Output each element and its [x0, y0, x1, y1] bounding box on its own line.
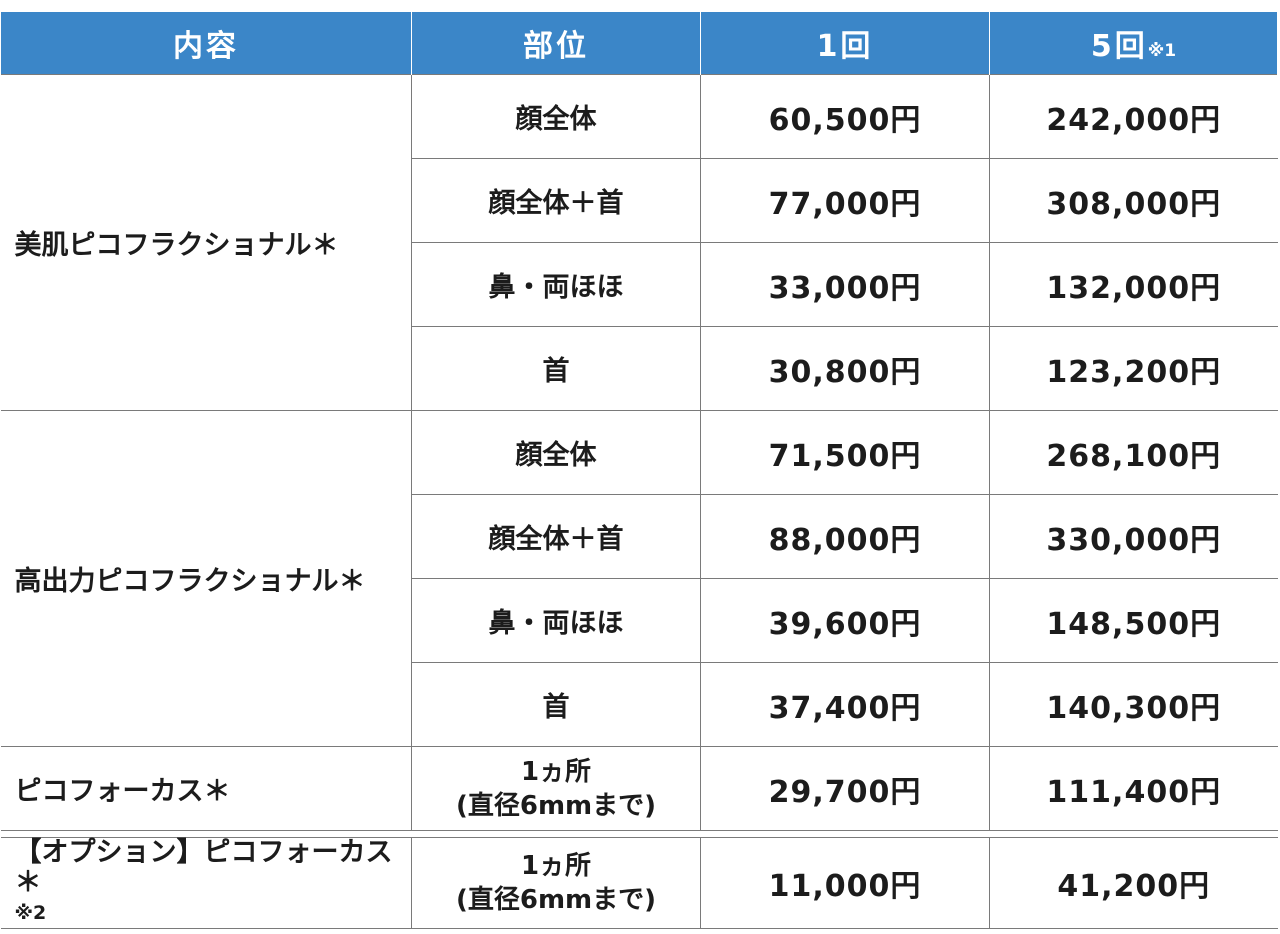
- header-five-note: ※1: [1147, 41, 1177, 61]
- price-five: 268,100円: [989, 410, 1278, 495]
- price-five: 41,200円: [989, 837, 1278, 929]
- header-once: 1回: [700, 12, 990, 75]
- table-row: 首 37,400円 140,300円: [1, 662, 1278, 747]
- price-five: 123,200円: [989, 326, 1278, 411]
- price-once: 33,000円: [700, 242, 990, 327]
- price-once: 11,000円: [700, 837, 990, 929]
- price-once: 71,500円: [700, 410, 990, 495]
- option-name-cell: 【オプション】ピコフォーカス＊ ※2: [0, 837, 412, 929]
- area-line2: (直径6mmまで): [455, 885, 657, 915]
- table-row: 顔全体＋首 88,000円 330,000円: [1, 494, 1278, 579]
- area-cell: 1ヵ所 (直径6mmまで): [411, 837, 701, 929]
- area-line1: 1ヵ所: [520, 756, 592, 787]
- treatment-name: 美肌ピコフラクショナル＊: [0, 74, 412, 411]
- header-five-label: 5回: [1090, 29, 1148, 64]
- area-cell: 1ヵ所 (直径6mmまで): [411, 746, 701, 831]
- area-cell: 首: [411, 326, 701, 411]
- table-row: 鼻・両ほほ 33,000円 132,000円: [1, 242, 1278, 327]
- price-once: 88,000円: [700, 494, 990, 579]
- table-row: 顔全体＋首 77,000円 308,000円: [1, 158, 1278, 243]
- price-five: 308,000円: [989, 158, 1278, 243]
- header-five: 5回※1: [989, 12, 1278, 75]
- area-cell: 鼻・両ほほ: [411, 578, 701, 663]
- price-five: 330,000円: [989, 494, 1278, 579]
- table-row: 美肌ピコフラクショナル＊ 顔全体 60,500円 242,000円: [0, 74, 1278, 411]
- price-once: 60,500円: [700, 74, 990, 159]
- table-row-option: 【オプション】ピコフォーカス＊ ※2 1ヵ所 (直径6mmまで) 11,000円 4…: [0, 837, 1278, 929]
- table-row: ピコフォーカス＊ 1ヵ所 (直径6mmまで) 29,700円 111,400円: [0, 746, 1278, 831]
- table-header-row: 内容 部位 1回 5回※1: [0, 12, 1278, 75]
- table-row: 鼻・両ほほ 39,600円 148,500円: [1, 578, 1278, 663]
- price-once: 29,700円: [700, 746, 990, 831]
- price-table: 内容 部位 1回 5回※1 美肌ピコフラクショナル＊ 顔全体 60,500円 2…: [0, 12, 1278, 929]
- area-cell: 顔全体: [411, 410, 701, 495]
- area-cell: 顔全体＋首: [411, 494, 701, 579]
- area-line2: (直径6mmまで): [455, 790, 657, 821]
- price-five: 148,500円: [989, 578, 1278, 663]
- area-cell: 鼻・両ほほ: [411, 242, 701, 327]
- price-five: 132,000円: [989, 242, 1278, 327]
- price-five: 140,300円: [989, 662, 1278, 747]
- area-line1: 1ヵ所: [520, 851, 592, 881]
- treatment-name: ピコフォーカス＊: [0, 746, 412, 831]
- price-five: 242,000円: [989, 74, 1278, 159]
- area-cell: 首: [411, 662, 701, 747]
- header-content: 内容: [0, 12, 412, 75]
- price-once: 77,000円: [700, 158, 990, 243]
- table-row: 高出力ピコフラクショナル＊ 顔全体 71,500円 268,100円: [0, 410, 1278, 747]
- option-note: ※2: [14, 902, 47, 924]
- treatment-name: 高出力ピコフラクショナル＊: [0, 410, 412, 747]
- area-cell: 顔全体＋首: [411, 158, 701, 243]
- price-five: 111,400円: [989, 746, 1278, 831]
- table-row: 首 30,800円 123,200円: [1, 326, 1278, 411]
- price-once: 30,800円: [700, 326, 990, 411]
- header-area: 部位: [411, 12, 701, 75]
- price-once: 39,600円: [700, 578, 990, 663]
- option-name: 【オプション】ピコフォーカス＊: [14, 837, 393, 898]
- area-cell: 顔全体: [411, 74, 701, 159]
- price-once: 37,400円: [700, 662, 990, 747]
